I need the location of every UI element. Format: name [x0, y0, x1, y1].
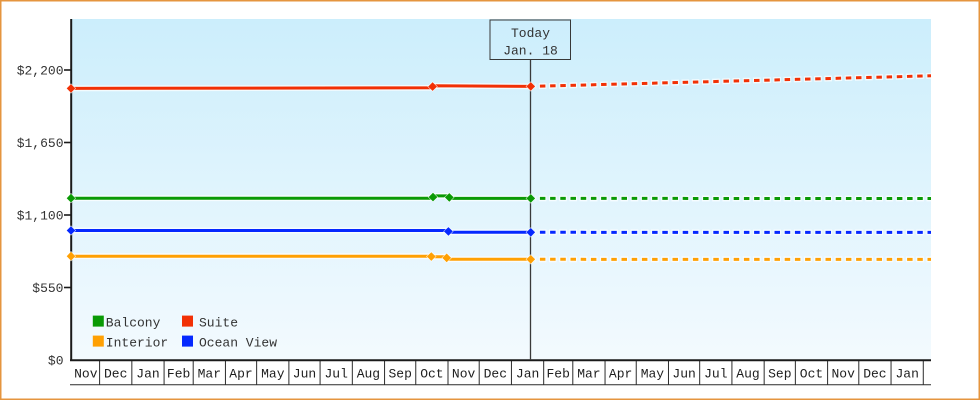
svg-text:Oct: Oct — [420, 367, 443, 382]
svg-text:Jan: Jan — [516, 367, 539, 382]
svg-text:Aug: Aug — [357, 367, 380, 382]
svg-text:May: May — [641, 367, 665, 382]
svg-text:Apr: Apr — [609, 367, 632, 382]
svg-text:$0: $0 — [48, 354, 64, 369]
svg-text:Sep: Sep — [388, 367, 411, 382]
svg-text:Nov: Nov — [74, 367, 98, 382]
svg-text:Sep: Sep — [768, 367, 791, 382]
svg-text:Apr: Apr — [229, 367, 252, 382]
svg-text:Dec: Dec — [484, 367, 507, 382]
svg-text:Mar: Mar — [577, 367, 600, 382]
svg-text:Today: Today — [511, 26, 550, 41]
svg-text:Jun: Jun — [293, 367, 316, 382]
svg-text:Interior: Interior — [106, 335, 168, 350]
svg-text:Jan: Jan — [895, 367, 918, 382]
svg-text:Jul: Jul — [324, 367, 348, 382]
svg-text:Feb: Feb — [546, 367, 569, 382]
svg-text:Jan: Jan — [136, 367, 159, 382]
svg-text:Nov: Nov — [452, 367, 476, 382]
svg-text:Ocean View: Ocean View — [199, 335, 277, 350]
svg-text:Dec: Dec — [863, 367, 886, 382]
svg-text:$1,100: $1,100 — [17, 209, 64, 224]
svg-text:$550: $550 — [32, 281, 63, 296]
svg-text:$1,650: $1,650 — [17, 136, 64, 151]
svg-text:Suite: Suite — [199, 315, 238, 330]
svg-text:Nov: Nov — [831, 367, 855, 382]
svg-text:May: May — [261, 367, 285, 382]
svg-text:Dec: Dec — [104, 367, 127, 382]
svg-text:$2,200: $2,200 — [17, 64, 64, 79]
svg-text:Mar: Mar — [198, 367, 221, 382]
svg-text:Feb: Feb — [167, 367, 190, 382]
svg-text:Oct: Oct — [800, 367, 823, 382]
svg-text:Jan. 18: Jan. 18 — [503, 44, 558, 59]
svg-text:Jun: Jun — [672, 367, 695, 382]
svg-text:Aug: Aug — [736, 367, 759, 382]
svg-text:Balcony: Balcony — [106, 315, 161, 330]
svg-text:Jul: Jul — [704, 367, 728, 382]
